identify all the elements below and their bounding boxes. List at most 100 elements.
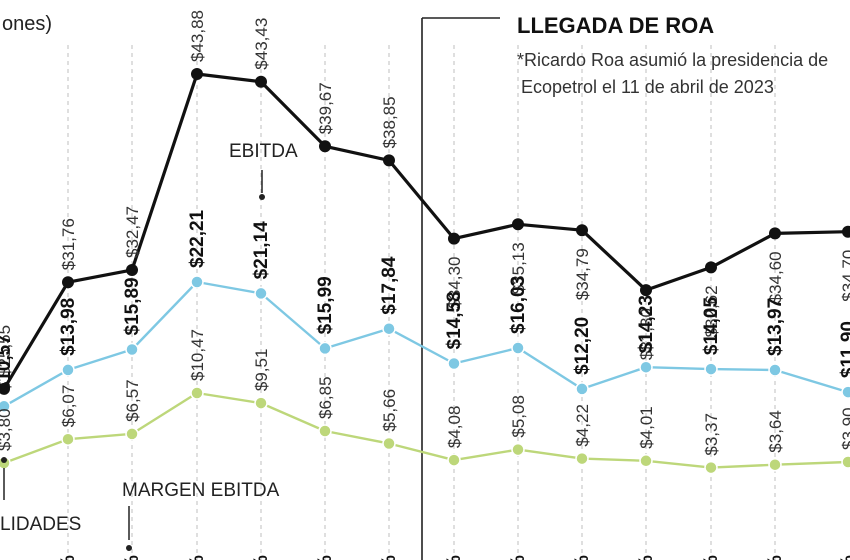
series-1-point: [841, 385, 850, 399]
value-label: $4,01: [637, 406, 656, 449]
value-label: $3,80: [0, 408, 14, 451]
value-label: $3,64: [766, 410, 785, 453]
value-label: $4,22: [573, 404, 592, 447]
series-0-point: [705, 261, 717, 274]
value-label: $34,70: [839, 250, 850, 302]
percent-label: %: [701, 555, 722, 560]
percent-row: %%%%%%%%%%%%%: [58, 555, 850, 560]
series-0-point: [319, 140, 331, 153]
percent-label: %: [251, 555, 272, 560]
percent-label: %: [187, 555, 208, 560]
value-label: $5,08: [509, 395, 528, 438]
series-0-point: [640, 284, 652, 297]
value-label: $43,88: [188, 10, 207, 62]
series-2-point: [768, 457, 782, 472]
series-line-2: [3, 391, 849, 469]
series-0-point: [126, 264, 138, 276]
grid-lines: [67, 45, 776, 560]
value-labels: $25,55 $31,76 $32,47 $43,88 $43,43 $39,67 $38,…: [0, 10, 850, 456]
value-label: $13,97: [765, 298, 786, 356]
roa-divider: [421, 17, 500, 560]
series-2-point: [125, 427, 139, 441]
series-1-point: [639, 360, 653, 374]
series-1-point: [318, 341, 332, 356]
value-label: $16,03: [508, 276, 529, 334]
series-0-point: [512, 218, 524, 231]
series-1-point: [125, 342, 139, 357]
value-label: $10,57: [0, 334, 15, 392]
value-label: $15,89: [122, 277, 143, 335]
value-label: $31,76: [59, 218, 78, 270]
percent-label: %: [572, 555, 593, 560]
value-label: $11,90: [838, 321, 850, 378]
utilidades-legend-dot: [1, 457, 7, 463]
value-label: $39,67: [316, 82, 335, 134]
value-label: $14,58: [444, 291, 465, 349]
value-label: $35,13: [509, 242, 528, 294]
value-label: $9,51: [252, 349, 271, 392]
value-label: $43,43: [252, 18, 271, 70]
percent-label: %: [122, 555, 143, 560]
series-0-point: [383, 154, 395, 167]
utilidades-legend-label: LIDADES: [0, 514, 81, 535]
value-label: $32,62: [702, 285, 721, 337]
series-2-point: [704, 460, 718, 475]
value-label: $6,07: [59, 385, 78, 428]
series-1-point: [511, 341, 525, 355]
series-1-point: [190, 275, 204, 289]
series-1-point: [254, 286, 268, 301]
series-2-point: [190, 386, 204, 400]
series-1-point: [447, 356, 461, 371]
ebitda-legend-label: EBITDA: [229, 141, 298, 162]
value-label: $22,21: [187, 209, 208, 268]
series-2-point: [841, 455, 850, 469]
units-label: ones): [2, 13, 52, 35]
percent-label: %: [58, 555, 79, 560]
series-0-point: [769, 227, 781, 240]
series-0-point: [255, 75, 267, 88]
value-label: $6,85: [316, 376, 335, 419]
value-label: $15,99: [315, 276, 336, 334]
value-label: $14,23: [636, 295, 657, 353]
percent-label: %: [636, 555, 657, 560]
ebitda-legend-dot: [259, 194, 265, 200]
callout-title: LLEGADA DE ROA: [517, 13, 714, 38]
percent-label: %: [444, 555, 465, 560]
callout-note-line1: *Ricardo Roa asumió la presidencia de: [517, 50, 828, 70]
series-0-point: [448, 232, 460, 245]
series-0-point: [0, 382, 10, 395]
series-2-point: [511, 442, 525, 457]
series-1-point: [704, 362, 718, 376]
percent-label: %: [765, 555, 786, 560]
series-line-1: [3, 280, 849, 408]
series-1-point: [768, 363, 782, 377]
value-label: $10,47: [188, 329, 207, 381]
series-0-point: [62, 276, 74, 289]
margen-legend-label: MARGEN EBITDA: [122, 480, 280, 501]
series-1-point: [575, 382, 589, 396]
series-2-point: [639, 454, 653, 468]
series-2-point: [318, 424, 332, 438]
value-label: $6,57: [123, 379, 142, 422]
value-label: $5,66: [380, 389, 399, 432]
value-label: $25,55: [0, 325, 14, 377]
value-label: $4,08: [445, 406, 464, 449]
series-2-point: [447, 453, 461, 467]
series-2-point: [575, 451, 589, 466]
value-label: $31,30: [637, 308, 656, 360]
series-2-point: [61, 432, 75, 446]
percent-label: %: [379, 555, 400, 560]
series-0-point: [191, 68, 203, 80]
percent-label: %: [508, 555, 529, 560]
value-label: $12,20: [572, 317, 593, 375]
series-line-0: [2, 72, 849, 390]
value-label: $34,30: [445, 257, 464, 309]
value-label: $38,85: [380, 96, 399, 148]
value-label: $14,05: [701, 297, 722, 356]
series-0-point: [576, 224, 588, 237]
margen-legend-dot: [126, 545, 132, 551]
value-label: $3,90: [839, 407, 850, 450]
series-0-point: [842, 225, 850, 238]
value-label: $3,37: [702, 413, 721, 456]
